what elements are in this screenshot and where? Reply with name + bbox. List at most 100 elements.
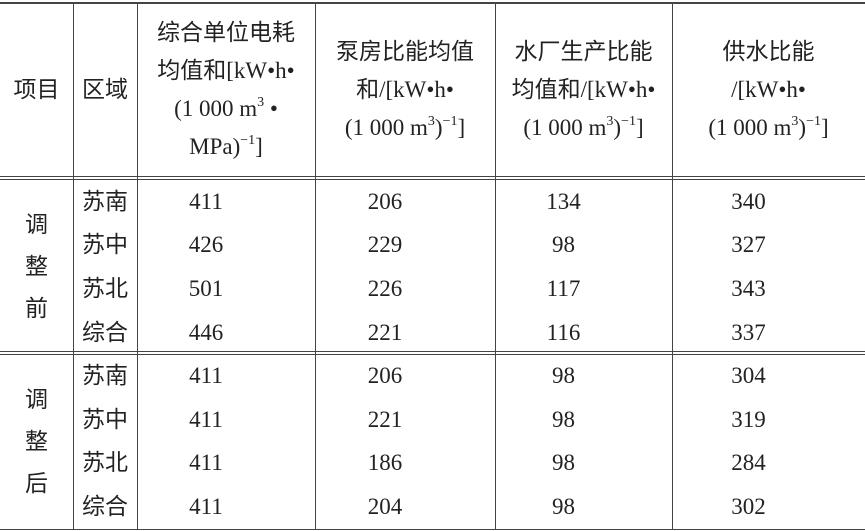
column-rule <box>137 2 138 529</box>
header-text: 均值和/[kW•h• <box>511 77 656 102</box>
header-cell: 供水比能 /[kW•h• (1 000 m3)−1] <box>672 2 865 178</box>
value: 98 <box>552 406 575 432</box>
header-text: −1 <box>240 133 256 148</box>
value: 411 <box>189 493 223 519</box>
value: 304 <box>731 363 766 389</box>
header-text: 3 <box>427 114 435 129</box>
header-line: 水厂生产比能 <box>515 33 653 71</box>
header-text: 综合单位电耗 <box>157 20 295 45</box>
header-line: (1 000 m3)−1] <box>708 109 828 147</box>
header-line: MPa)−1] <box>189 128 263 166</box>
header-cell: 泵房比能均值和/[kW•h• (1 000 m3)−1] <box>315 2 495 178</box>
header-text: 3 <box>257 95 265 110</box>
header-text: (1 000 m <box>523 115 607 140</box>
header-line: 和/[kW•h• <box>356 71 454 109</box>
header-text: • <box>264 96 278 121</box>
group-text: 调整前 <box>25 212 48 322</box>
column-rule <box>672 2 673 529</box>
header-line: (1 000 m3)−1] <box>523 109 643 147</box>
header-text: ) <box>613 115 622 140</box>
value: 226 <box>367 275 403 301</box>
header-text: (1 000 m <box>344 115 428 140</box>
value: 221 <box>367 406 403 432</box>
header-text: 3 <box>606 114 614 129</box>
header-cell: 综合单位电耗 均值和[kW•h• (1 000 m3 • MPa)−1] <box>137 2 315 178</box>
region: 苏中 <box>82 406 128 432</box>
region: 苏南 <box>82 188 128 214</box>
value: 426 <box>188 232 224 258</box>
group-text: 调整后 <box>25 386 48 496</box>
header-cell: 项目 <box>0 2 73 178</box>
header-line: (1 000 m3)−1] <box>345 109 465 147</box>
value: 411 <box>189 450 223 476</box>
value: 411 <box>189 406 223 432</box>
rule <box>0 179 865 180</box>
value: 98 <box>552 450 575 476</box>
rule <box>0 2 865 4</box>
value: 221 <box>367 319 403 345</box>
value: 340 <box>731 188 766 214</box>
value: 411 <box>189 188 223 214</box>
header-text: −1 <box>806 114 821 129</box>
value: 98 <box>552 232 575 258</box>
header-text: 泵房比能均值 <box>336 39 474 64</box>
group-label: 调整前 <box>0 180 73 354</box>
value: 134 <box>546 188 581 214</box>
value: 284 <box>731 450 766 476</box>
header-text: MPa) <box>189 134 241 159</box>
value: 116 <box>546 319 581 345</box>
region: 苏北 <box>82 450 128 476</box>
value: 343 <box>731 275 766 301</box>
column-rule <box>315 2 316 529</box>
rule <box>0 176 865 177</box>
header-text: (1 000 m <box>174 96 258 121</box>
region: 综合 <box>82 493 128 519</box>
header-text: ] <box>457 115 466 140</box>
header-text: −1 <box>621 114 636 129</box>
header-line: 供水比能 <box>723 33 815 71</box>
header-text: 均值和[kW•h• <box>157 58 295 83</box>
header-line: 均值和[kW•h• <box>157 52 294 90</box>
header-text: ) <box>798 115 807 140</box>
value: 186 <box>367 450 403 476</box>
value: 327 <box>731 232 766 258</box>
value: 319 <box>731 406 766 432</box>
value: 411 <box>189 363 223 389</box>
value: 206 <box>367 188 403 214</box>
header-line: 综合单位电耗 <box>157 14 295 52</box>
header-cell: 区域 <box>73 2 137 178</box>
header-text: 区域 <box>82 77 128 102</box>
group-label: 调整后 <box>0 354 73 528</box>
value: 117 <box>546 275 581 301</box>
header-line: 泵房比能均值 <box>336 33 474 71</box>
header-cell: 水厂生产比能 均值和/[kW•h• (1 000 m3)−1] <box>495 2 672 178</box>
column-rule <box>73 2 74 529</box>
header-line: /[kW•h• <box>731 71 806 109</box>
header-text: 供水比能 <box>722 39 815 64</box>
value: 98 <box>552 363 575 389</box>
header-text: ) <box>434 115 443 140</box>
column-rule <box>495 2 496 529</box>
header-line: 区域 <box>82 71 128 109</box>
value: 302 <box>731 493 766 519</box>
value: 229 <box>367 232 403 258</box>
header-text: /[kW•h• <box>731 77 806 102</box>
header-text: ] <box>820 115 829 140</box>
value: 501 <box>188 275 224 301</box>
rule <box>0 528 865 531</box>
rule <box>0 351 865 353</box>
header-line: 均值和/[kW•h• <box>512 71 656 109</box>
header-text: 水厂生产比能 <box>514 39 653 64</box>
header-text: ] <box>635 115 644 140</box>
region: 苏南 <box>82 363 128 389</box>
header-text: ] <box>255 134 263 159</box>
header-text: 项目 <box>13 77 60 102</box>
header-line: 项目 <box>14 71 60 109</box>
region: 苏中 <box>82 232 128 258</box>
value: 204 <box>367 493 403 519</box>
value: 98 <box>552 493 575 519</box>
value: 206 <box>367 363 403 389</box>
value: 337 <box>731 319 766 345</box>
region: 综合 <box>82 319 128 345</box>
